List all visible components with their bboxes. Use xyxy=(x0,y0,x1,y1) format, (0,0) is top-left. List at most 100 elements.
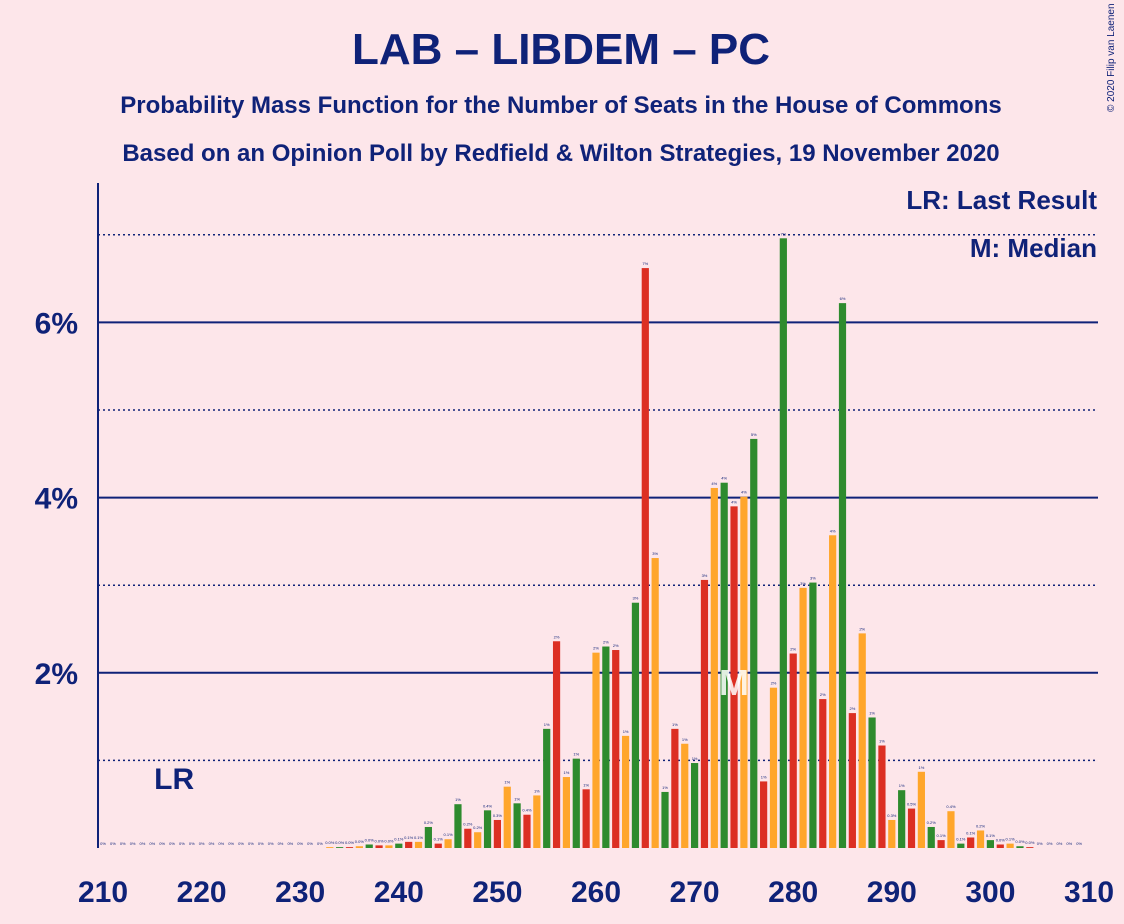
bar-301 xyxy=(996,844,1004,848)
bar-label-227: 0% xyxy=(268,841,274,846)
bar-label-295: 0.1% xyxy=(937,833,947,838)
bar-label-218: 0% xyxy=(179,841,185,846)
bar-253 xyxy=(523,814,531,848)
copyright: © 2020 Filip van Laenen xyxy=(1106,3,1117,112)
bar-label-270: 1% xyxy=(692,756,698,761)
bar-242 xyxy=(414,841,423,848)
bar-label-223: 0% xyxy=(228,841,234,846)
bar-label-309: 0% xyxy=(1076,841,1082,846)
bar-label-259: 1% xyxy=(583,782,589,787)
y-tick-label: 4% xyxy=(35,483,78,516)
bar-255 xyxy=(543,728,551,848)
bar-label-291: 1% xyxy=(899,783,905,788)
chart-subtitle-1: Probability Mass Function for the Number… xyxy=(120,92,1001,119)
bar-262 xyxy=(612,650,620,848)
bar-label-277: 1% xyxy=(761,774,767,779)
bar-259 xyxy=(582,789,590,848)
x-tick-label: 280 xyxy=(768,876,818,909)
bar-234 xyxy=(336,847,344,848)
bar-281 xyxy=(799,587,807,848)
bar-label-265: 7% xyxy=(642,261,648,266)
bar-label-210: 0% xyxy=(100,841,106,846)
bar-label-216: 0% xyxy=(159,841,165,846)
y-tick-label: 6% xyxy=(35,307,78,340)
bar-280 xyxy=(789,653,797,848)
bar-243 xyxy=(424,826,432,848)
bar-293 xyxy=(917,771,925,848)
bar-label-222: 0% xyxy=(218,841,224,846)
bar-298 xyxy=(967,837,975,848)
bar-label-243: 0.2% xyxy=(424,820,434,825)
bar-label-263: 1% xyxy=(623,729,629,734)
bar-label-297: 0.1% xyxy=(956,837,966,842)
bar-258 xyxy=(572,758,580,848)
bar-label-258: 1% xyxy=(573,752,579,757)
bar-label-272: 4% xyxy=(711,481,717,486)
bar-label-292: 0.5% xyxy=(907,802,917,807)
bar-label-290: 0.3% xyxy=(887,813,897,818)
x-tick-label: 210 xyxy=(78,876,128,909)
bar-304 xyxy=(1026,847,1034,848)
last-result-marker: LR xyxy=(154,763,194,796)
legend-last-result: LR: Last Result xyxy=(906,185,1097,215)
bar-label-306: 0% xyxy=(1047,841,1053,846)
bar-label-284: 4% xyxy=(830,528,836,533)
bar-label-279: 7% xyxy=(780,231,786,236)
bar-label-296: 0.4% xyxy=(946,804,956,809)
bar-label-230: 0% xyxy=(297,841,303,846)
bar-270 xyxy=(691,763,699,848)
bar-247 xyxy=(464,828,472,848)
bar-label-256: 2% xyxy=(554,634,560,639)
bar-245 xyxy=(444,839,452,848)
bar-label-308: 0% xyxy=(1066,841,1072,846)
bar-294 xyxy=(927,826,935,848)
bar-label-255: 1% xyxy=(544,722,550,727)
bar-label-286: 2% xyxy=(849,706,855,711)
bar-287 xyxy=(858,633,866,848)
bar-label-301: 0.0% xyxy=(996,837,1006,842)
bar-260 xyxy=(592,652,600,848)
y-tick-labels: 2% 4% 6% xyxy=(35,307,78,690)
bar-label-266: 3% xyxy=(652,551,658,556)
bar-233 xyxy=(326,847,334,848)
bar-label-262: 2% xyxy=(613,643,619,648)
bar-250 xyxy=(493,819,501,848)
bar-291 xyxy=(898,790,906,848)
bar-label-248: 0.2% xyxy=(473,825,483,830)
bar-label-300: 0.1% xyxy=(986,833,996,838)
bar-label-304: 0.0% xyxy=(1025,840,1035,845)
bar-label-305: 0% xyxy=(1037,841,1043,846)
bar-276 xyxy=(750,438,758,848)
bar-267 xyxy=(661,791,669,848)
bar-label-228: 0% xyxy=(278,841,284,846)
bar-label-245: 0.1% xyxy=(444,832,454,837)
bar-label-229: 0% xyxy=(287,841,293,846)
bar-label-225: 0% xyxy=(248,841,254,846)
bar-label-281: 3% xyxy=(800,581,806,586)
bar-label-249: 0.4% xyxy=(483,803,493,808)
bar-label-299: 0.2% xyxy=(976,823,986,828)
bars xyxy=(326,238,1034,848)
bar-label-213: 0% xyxy=(130,841,136,846)
median-marker: M xyxy=(719,662,749,703)
bar-297 xyxy=(957,843,965,848)
bar-label-275: 4% xyxy=(741,490,747,495)
bar-269 xyxy=(681,743,689,848)
x-tick-label: 220 xyxy=(177,876,227,909)
bar-251 xyxy=(503,786,511,848)
bar-label-232: 0% xyxy=(317,841,323,846)
bar-labels: 0% 0% 0% 0% 0% 0% 0% 0% 0% 0% 0% 0% 0% 0% 0% 0% 0% 0% 0% 0%… xyxy=(100,231,1082,846)
bar-label-261: 2% xyxy=(603,640,609,645)
bar-252 xyxy=(513,803,521,848)
bar-268 xyxy=(671,728,679,848)
bar-263 xyxy=(621,735,630,848)
x-tick-label: 310 xyxy=(1064,876,1114,909)
bar-label-251: 1% xyxy=(504,780,510,785)
bar-label-254: 1% xyxy=(534,788,540,793)
bar-label-288: 1% xyxy=(869,710,875,715)
bar-288 xyxy=(868,717,876,848)
bar-label-278: 2% xyxy=(771,681,777,686)
x-tick-label: 230 xyxy=(275,876,325,909)
bar-label-221: 0% xyxy=(209,841,215,846)
bar-257 xyxy=(562,777,571,848)
